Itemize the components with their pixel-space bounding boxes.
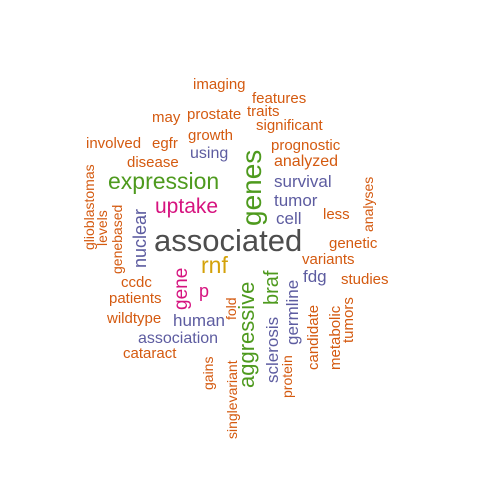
word-levels: levels xyxy=(94,210,110,246)
word-associated: associated xyxy=(154,223,303,258)
word-using: using xyxy=(190,145,229,162)
word-p: p xyxy=(199,281,210,301)
word-candidate: candidate xyxy=(305,304,322,370)
word-singlevariant: singlevariant xyxy=(224,360,240,439)
word-genes: genes xyxy=(236,149,267,226)
word-features: features xyxy=(252,90,307,107)
word-involved: involved xyxy=(86,135,142,152)
word-egfr: egfr xyxy=(152,135,178,152)
word-significant: significant xyxy=(256,117,323,134)
word-growth: growth xyxy=(188,127,234,144)
word-fold: fold xyxy=(223,297,239,320)
word-analyses: analyses xyxy=(360,176,376,232)
word-germline: germline xyxy=(283,279,302,345)
word-protein: protein xyxy=(279,355,295,398)
word-human: human xyxy=(173,311,225,330)
word-braf: braf xyxy=(261,270,283,305)
word-less: less xyxy=(323,206,350,223)
word-cell: cell xyxy=(276,209,302,228)
word-gene: gene xyxy=(171,267,192,310)
word-genetic: genetic xyxy=(329,235,378,252)
word-nuclear: nuclear xyxy=(130,208,150,268)
word-uptake: uptake xyxy=(155,195,219,218)
word-cataract: cataract xyxy=(123,345,177,362)
word-variants: variants xyxy=(302,251,355,268)
word-may: may xyxy=(152,109,181,126)
word-tumors: tumors xyxy=(340,297,357,343)
word-rnf: rnf xyxy=(201,252,228,278)
word-tumor: tumor xyxy=(274,191,318,210)
word-genebased: genebased xyxy=(109,204,125,274)
word-ccdc: ccdc xyxy=(121,274,152,291)
word-fdg: fdg xyxy=(303,267,327,286)
word-association: association xyxy=(138,330,219,347)
word-survival: survival xyxy=(274,172,332,191)
word-wildtype: wildtype xyxy=(107,310,162,327)
word-imaging: imaging xyxy=(193,76,246,93)
word-gains: gains xyxy=(200,356,216,390)
word-expression: expression xyxy=(108,168,220,194)
word-prognostic: prognostic xyxy=(271,137,341,154)
word-prostate: prostate xyxy=(187,106,242,123)
word-studies: studies xyxy=(341,271,389,288)
word-traits: traits xyxy=(247,103,280,120)
word-disease: disease xyxy=(127,154,179,171)
word-analyzed: analyzed xyxy=(274,153,339,170)
word-patients: patients xyxy=(109,290,162,307)
